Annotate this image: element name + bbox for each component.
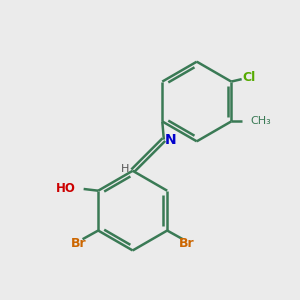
Text: Cl: Cl <box>242 70 255 84</box>
Text: CH₃: CH₃ <box>250 116 271 126</box>
Text: Br: Br <box>178 237 194 250</box>
Text: N: N <box>164 133 176 147</box>
Text: HO: HO <box>56 182 76 196</box>
Text: Br: Br <box>71 237 87 250</box>
Text: H: H <box>121 164 129 174</box>
